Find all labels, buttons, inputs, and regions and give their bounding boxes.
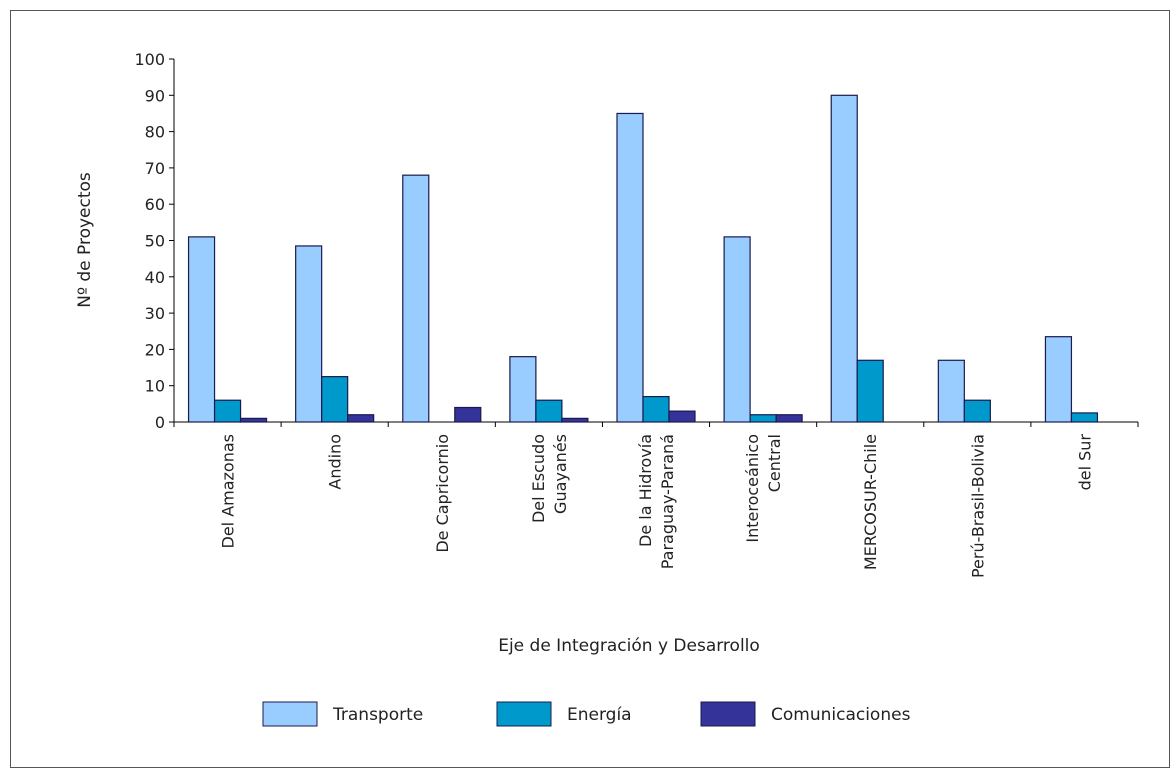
y-tick-label: 100 (134, 50, 165, 69)
bar-energía (321, 376, 349, 423)
bar-energía (1070, 412, 1099, 423)
y-tick-label: 10 (145, 377, 165, 396)
legend-label-comunicaciones: Comunicaciones (771, 705, 911, 725)
category-label: De Capricornio (433, 434, 452, 553)
y-tick-label: 80 (145, 123, 165, 142)
bar-transporte (402, 174, 430, 423)
y-tick-label: 20 (145, 340, 165, 359)
category-label-line: Del Amazonas (219, 434, 238, 549)
bar-energía (856, 359, 884, 423)
bar-transporte (295, 245, 323, 423)
y-tick-label: 0 (155, 413, 165, 432)
legend-label-energía: Energía (567, 705, 632, 725)
bar-transporte (1044, 336, 1073, 423)
category-label-line: De la Hidrovía (636, 434, 655, 547)
bar-energía (213, 399, 242, 423)
bar-comunicaciones (775, 414, 803, 423)
y-tick-label: 40 (145, 268, 165, 287)
legend-swatch-energía (496, 701, 552, 727)
y-tick-label: 30 (145, 304, 165, 323)
category-label: Del Escudo Guayanés (529, 434, 570, 523)
category-label-line: MERCOSUR-Chile (861, 434, 880, 570)
bar-energía (963, 399, 991, 423)
category-label-line: De Capricornio (433, 434, 452, 553)
category-label: del Sur (1075, 434, 1094, 491)
x-axis-label: Eje de Integración y Desarrollo (498, 636, 760, 656)
category-label: Interoceánico Central (743, 434, 784, 543)
category-label-line: del Sur (1075, 434, 1094, 491)
y-tick-label: 50 (145, 232, 165, 251)
bar-energía (535, 399, 563, 423)
y-ticks: 0 10 20 30 40 50 60 70 80 90 100 (134, 50, 174, 432)
legend-swatch-transporte (262, 701, 318, 727)
bar-comunicaciones (347, 414, 375, 423)
bar-transporte (509, 356, 537, 423)
category-label: MERCOSUR-Chile (861, 434, 880, 570)
y-tick-label: 70 (145, 159, 165, 178)
category-label: Perú-Brasil-Bolivia (968, 434, 987, 578)
legend: Transporte Energía Comunicaciones (262, 701, 911, 727)
legend-swatch-comunicaciones (700, 701, 756, 727)
category-label-line: Perú-Brasil-Bolivia (968, 434, 987, 578)
bar-transporte (187, 236, 216, 423)
bar-chart: 0 10 20 30 40 50 60 70 80 90 100 Del Amazonas Andin… (75, 50, 1139, 727)
bar-comunicaciones (668, 410, 696, 423)
category-label-line: Andino (326, 434, 345, 490)
category-label-line: Del Escudo (529, 434, 548, 523)
category-label-line: Guayanés (551, 434, 570, 514)
bar-energía (749, 414, 777, 423)
y-tick-label: 90 (145, 86, 165, 105)
bar-energía (642, 395, 670, 423)
y-tick-label: 60 (145, 195, 165, 214)
bars (187, 94, 1099, 423)
bar-comunicaciones (561, 417, 589, 423)
bar-transporte (723, 236, 751, 423)
category-label-line: Paraguay-Paraná (658, 434, 677, 569)
category-label: De la Hidrovía Paraguay-Paraná (636, 434, 677, 569)
y-axis-label: Nº de Proyectos (75, 172, 95, 308)
chart-frame: 0 10 20 30 40 50 60 70 80 90 100 Del Amazonas Andin… (10, 10, 1170, 768)
category-label: Del Amazonas (219, 434, 238, 549)
category-label: Andino (326, 434, 345, 490)
category-label-line: Central (765, 434, 784, 492)
legend-label-transporte: Transporte (332, 705, 423, 725)
category-labels: Del Amazonas Andino De Capricornio Del Escu… (219, 434, 1095, 578)
category-label-line: Interoceánico (743, 434, 762, 543)
bar-transporte (830, 94, 858, 423)
bar-transporte (616, 112, 644, 423)
bar-comunicaciones (239, 417, 268, 423)
bar-comunicaciones (454, 406, 482, 423)
bar-transporte (937, 359, 965, 423)
